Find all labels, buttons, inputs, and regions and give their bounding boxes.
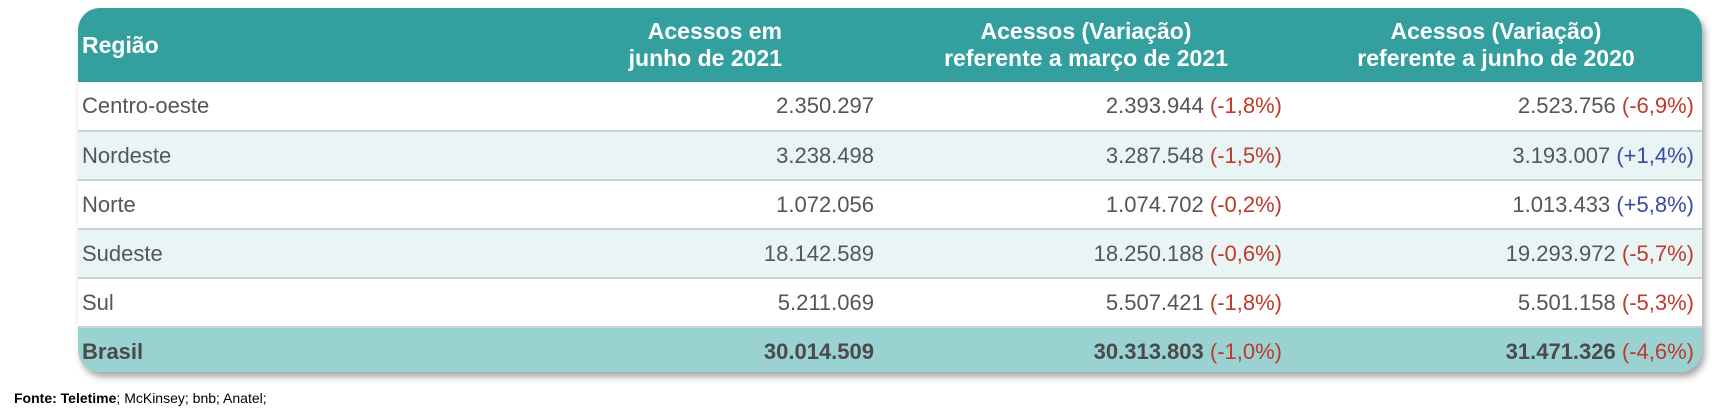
table-row: Nordeste 3.238.498 3.287.548 (-1,5%) 3.1…: [78, 131, 1702, 181]
variation-mar-2021-cell: 18.250.188 (-0,6%): [882, 229, 1290, 279]
variation-percent: (-5,3%): [1621, 289, 1694, 315]
table-row: Centro-oeste 2.350.297 2.393.944 (-1,8%)…: [78, 82, 1702, 132]
total-variation-jun-2020-cell: 31.471.326 (-4,6%): [1290, 327, 1702, 372]
variation-percent: (-1,0%): [1209, 339, 1282, 364]
total-variation-mar-2021-cell: 30.313.803 (-1,0%): [882, 327, 1290, 372]
table-row: Sudeste 18.142.589 18.250.188 (-0,6%) 19…: [78, 229, 1702, 279]
variation-percent: (-1,8%): [1209, 289, 1282, 315]
variation-percent: (-4,6%): [1621, 339, 1694, 364]
region-cell: Norte: [78, 180, 510, 230]
primary-source: Teletime: [60, 390, 117, 406]
variation-mar-2021-cell: 5.507.421 (-1,8%): [882, 278, 1290, 328]
variation-mar-2021-cell: 2.393.944 (-1,8%): [882, 82, 1290, 132]
header-variation-jun-2020: Acessos (Variação) referente a junho de …: [1357, 18, 1635, 71]
variation-mar-2021-cell: 1.074.702 (-0,2%): [882, 180, 1290, 230]
total-region-cell: Brasil: [78, 327, 510, 372]
variation-mar-2021-cell: 3.287.548 (-1,5%): [882, 131, 1290, 181]
access-jun-2021-cell: 5.211.069: [510, 278, 882, 328]
variation-jun-2020-cell: 3.193.007 (+1,4%): [1290, 131, 1702, 181]
table-row: Norte 1.072.056 1.074.702 (-0,2%) 1.013.…: [78, 180, 1702, 230]
variation-percent: (-0,2%): [1209, 191, 1282, 217]
region-cell: Sudeste: [78, 229, 510, 279]
variation-percent: (-0,6%): [1209, 240, 1282, 266]
source-footnote: Fonte: Teletime; McKinsey; bnb; Anatel;: [14, 390, 267, 406]
variation-percent: (-1,5%): [1209, 142, 1282, 168]
table-row: Sul 5.211.069 5.507.421 (-1,8%) 5.501.15…: [78, 278, 1702, 328]
access-jun-2021-cell: 2.350.297: [510, 82, 882, 132]
total-access-jun-2021-cell: 30.014.509: [510, 327, 882, 372]
access-table-container: Região Acessos em junho de 2021 Acessos …: [78, 8, 1702, 372]
region-cell: Sul: [78, 278, 510, 328]
other-sources: ; McKinsey; bnb; Anatel;: [116, 390, 267, 406]
table-header-row: Região Acessos em junho de 2021 Acessos …: [78, 8, 1702, 82]
variation-jun-2020-cell: 5.501.158 (-5,3%): [1290, 278, 1702, 328]
access-jun-2021-cell: 3.238.498: [510, 131, 882, 181]
region-cell: Nordeste: [78, 131, 510, 181]
access-jun-2021-cell: 1.072.056: [510, 180, 882, 230]
access-jun-2021-cell: 18.142.589: [510, 229, 882, 279]
variation-jun-2020-cell: 1.013.433 (+5,8%): [1290, 180, 1702, 230]
variation-percent: (-1,8%): [1209, 93, 1282, 118]
access-table: Região Acessos em junho de 2021 Acessos …: [78, 8, 1702, 372]
variation-jun-2020-cell: 2.523.756 (-6,9%): [1290, 82, 1702, 132]
variation-percent: (-5,7%): [1621, 240, 1694, 266]
variation-percent: (+5,8%): [1616, 191, 1694, 217]
header-access-jun-2021: Acessos em junho de 2021: [628, 18, 782, 71]
header-region: Região: [82, 31, 159, 58]
total-row: Brasil 30.014.509 30.313.803 (-1,0%) 31.…: [78, 327, 1702, 372]
variation-jun-2020-cell: 19.293.972 (-5,7%): [1290, 229, 1702, 279]
variation-percent: (+1,4%): [1616, 142, 1694, 168]
region-cell: Centro-oeste: [78, 82, 510, 132]
source-label: Fonte:: [14, 390, 57, 406]
header-variation-mar-2021: Acessos (Variação) referente a março de …: [944, 18, 1228, 71]
variation-percent: (-6,9%): [1621, 93, 1694, 118]
